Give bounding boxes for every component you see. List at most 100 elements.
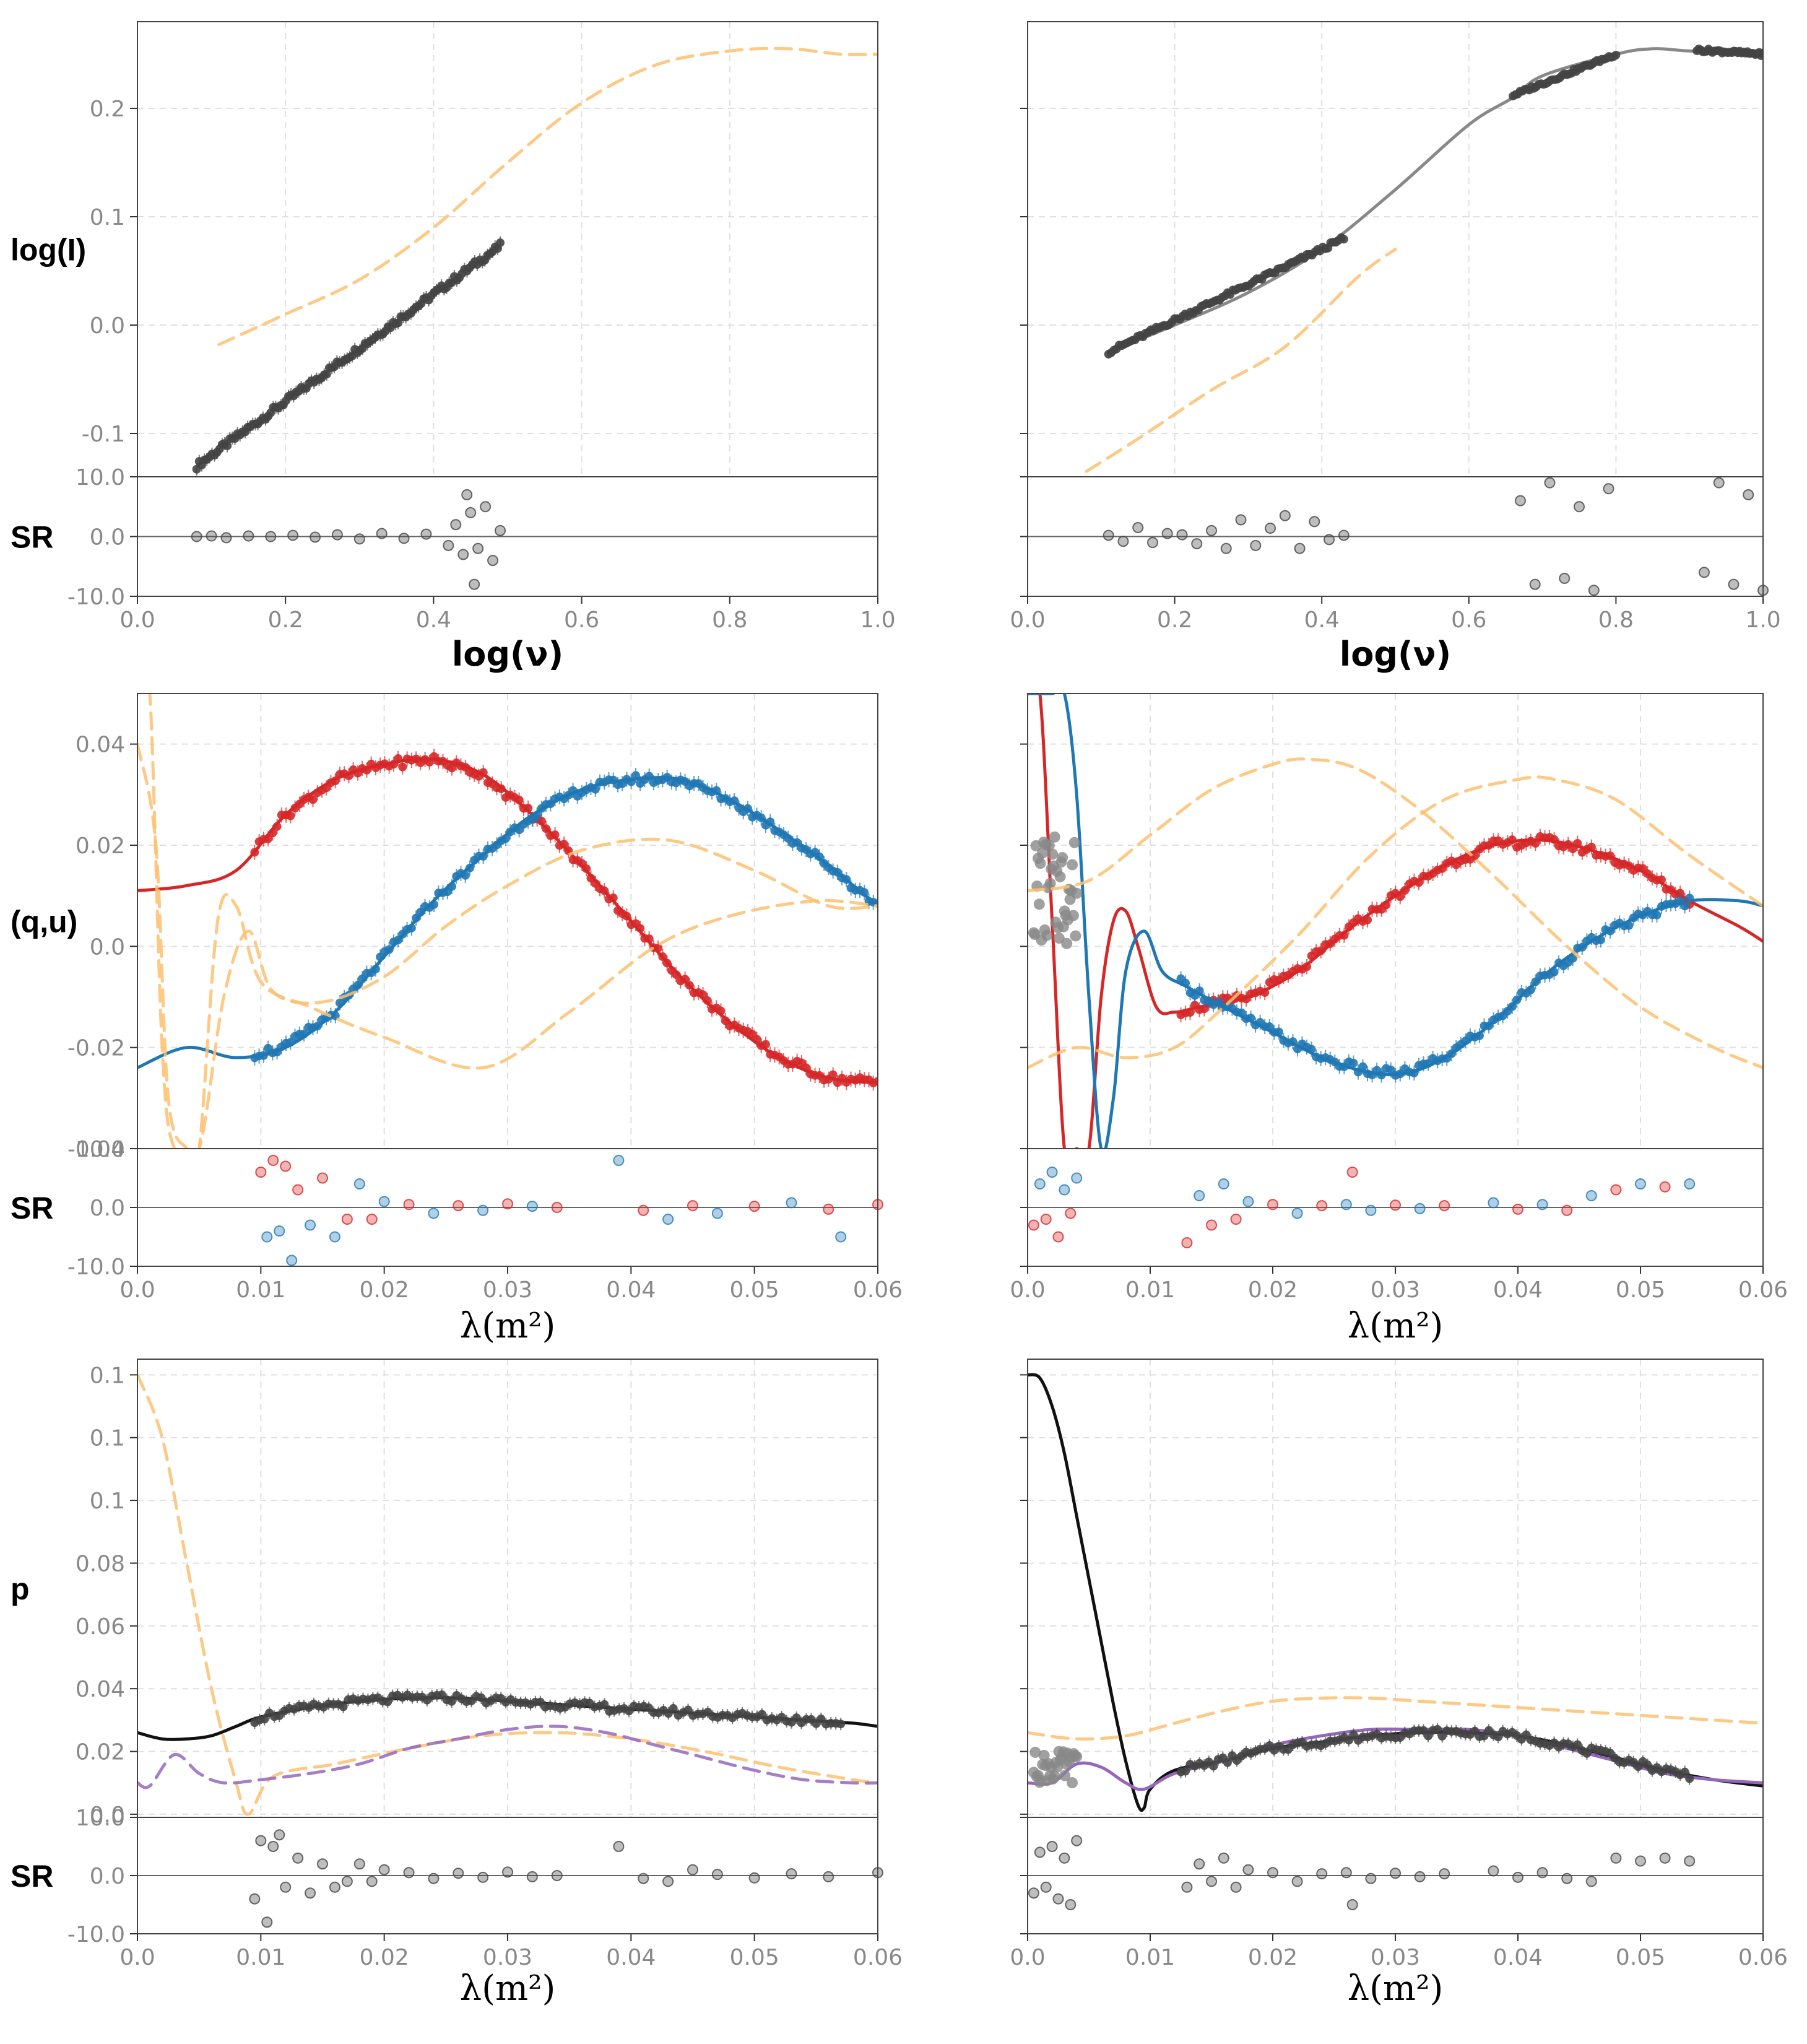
residual-point — [329, 1231, 340, 1243]
residual-point — [1218, 1178, 1229, 1189]
x-tick-label: 1.0 — [1745, 607, 1780, 633]
residual-point — [280, 1881, 292, 1893]
residual-points — [1028, 1835, 1696, 1910]
residual-point — [457, 549, 469, 560]
residual-point — [823, 1203, 834, 1215]
data-point — [1395, 892, 1405, 902]
data-point — [828, 1070, 838, 1079]
series-u-data — [1176, 890, 1694, 1083]
data-point — [260, 1715, 269, 1724]
data-point — [1526, 985, 1535, 994]
data-point — [1209, 1762, 1218, 1771]
residual-point — [1561, 1204, 1573, 1216]
residual-point — [1046, 1167, 1058, 1178]
series-q-dashed — [1028, 757, 1763, 1069]
y-tick-label: 0.0 — [90, 934, 125, 960]
data-point — [268, 828, 277, 838]
data-point — [1349, 1058, 1358, 1068]
residual-point — [265, 531, 277, 542]
residual-point — [1065, 1207, 1077, 1219]
data-point — [802, 1063, 811, 1072]
y-axis-label: p — [11, 1572, 30, 1606]
data-point — [636, 924, 645, 933]
residual-point — [1265, 522, 1276, 534]
data-point — [662, 959, 672, 968]
data-point — [1070, 930, 1081, 942]
data-point — [591, 785, 600, 794]
y-tick-label: 0.06 — [76, 1614, 125, 1640]
residual-point — [1117, 536, 1129, 547]
x-tick-label: 0.04 — [1493, 1277, 1543, 1303]
y-tick-label: 0.04 — [76, 1677, 125, 1702]
residual-point — [329, 1881, 340, 1893]
data-point — [654, 944, 663, 953]
data-point — [1470, 851, 1480, 860]
data-point — [398, 762, 407, 772]
data-point — [1044, 877, 1056, 889]
x-tick-label: 0.05 — [1616, 1945, 1665, 1970]
data-point — [250, 848, 259, 857]
residual-point — [1220, 542, 1232, 554]
data-point — [1049, 1770, 1060, 1782]
x-tick-label: 0.2 — [1157, 607, 1192, 633]
x-tick-label: 0.02 — [1248, 1945, 1298, 1970]
residual-point — [280, 1160, 292, 1172]
residual-point — [1684, 1178, 1696, 1189]
data-point — [1657, 875, 1666, 884]
x-axis-label: log(ν) — [1340, 635, 1451, 674]
residual-point — [1390, 1199, 1401, 1211]
data-point — [339, 1702, 348, 1711]
residual-point — [1194, 1190, 1205, 1201]
x-tick-label: 0.0 — [119, 1277, 155, 1303]
residual-point — [1132, 522, 1144, 534]
data-point — [1181, 978, 1190, 988]
residual-point — [255, 1167, 267, 1178]
residual-point — [1529, 578, 1541, 590]
x-tick-label: 0.04 — [1493, 1945, 1543, 1970]
series-u-dashed — [1028, 775, 1763, 1069]
data-point — [752, 1035, 761, 1044]
series-orange-dashed — [1028, 1696, 1763, 1741]
x-tick-label: 0.01 — [236, 1277, 285, 1303]
residual-point — [220, 532, 232, 544]
plot-area — [1028, 694, 1763, 1149]
residual-point — [1439, 1868, 1450, 1880]
residual-point — [1743, 489, 1754, 500]
residual-point — [292, 1852, 304, 1864]
residual-point — [1338, 529, 1350, 541]
residual-point — [206, 530, 217, 542]
x-axis-label: λ(m²) — [1348, 1968, 1444, 2009]
axes-frame — [1027, 693, 1764, 1267]
data-point — [524, 804, 533, 813]
data-point — [683, 1705, 693, 1715]
data-point — [1181, 1767, 1190, 1776]
residual-tick-label: 10.0 — [76, 1137, 125, 1162]
data-point — [362, 765, 371, 775]
data-point — [353, 981, 362, 990]
residual-axis-label: SR — [11, 1859, 53, 1894]
residual-point — [1040, 1881, 1052, 1893]
residual-point — [1242, 1864, 1254, 1876]
x-tick-label: 0.03 — [1371, 1945, 1420, 1970]
residual-point — [1610, 1184, 1622, 1196]
residual-point — [662, 1214, 674, 1225]
data-point — [407, 923, 416, 933]
residual-point — [613, 1155, 625, 1166]
residual-point — [274, 1829, 285, 1841]
residual-point — [551, 1202, 563, 1213]
data-point — [600, 886, 609, 895]
series-model-dashed — [1085, 248, 1397, 473]
series-p-data — [1176, 1723, 1694, 1785]
series-low-data — [1028, 831, 1083, 949]
data-point — [1549, 835, 1559, 844]
data-point — [631, 771, 640, 780]
residual-point — [748, 1872, 760, 1884]
data-point — [1759, 48, 1763, 58]
residual-points — [249, 1829, 883, 1928]
residual-point — [1603, 483, 1614, 495]
residual-point — [1230, 1214, 1242, 1225]
data-point — [344, 771, 353, 780]
residual-point — [1065, 1899, 1077, 1910]
data-point — [1307, 1045, 1316, 1054]
residual-point — [823, 1871, 834, 1882]
